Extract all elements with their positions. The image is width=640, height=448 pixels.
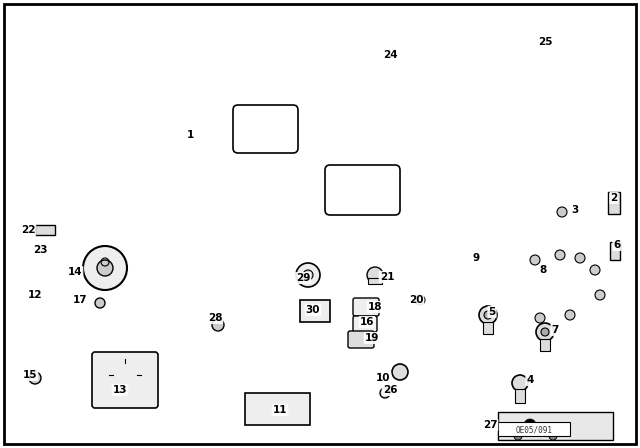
Circle shape	[97, 260, 113, 276]
Circle shape	[549, 432, 557, 440]
FancyBboxPatch shape	[325, 165, 400, 215]
Bar	[368, 278, 382, 284]
Polygon shape	[545, 192, 590, 230]
Circle shape	[484, 311, 492, 319]
Circle shape	[536, 323, 554, 341]
Text: 4: 4	[526, 375, 534, 385]
Circle shape	[83, 246, 127, 290]
Circle shape	[524, 419, 536, 431]
FancyBboxPatch shape	[353, 316, 377, 332]
Text: 11: 11	[273, 405, 287, 415]
Bar	[540, 339, 550, 351]
Text: 13: 13	[113, 385, 127, 395]
Bar	[35, 225, 55, 235]
Text: 8: 8	[540, 265, 547, 275]
Circle shape	[575, 253, 585, 263]
Text: 10: 10	[376, 373, 390, 383]
Text: 9: 9	[472, 253, 479, 263]
Text: 17: 17	[73, 295, 87, 305]
Circle shape	[392, 364, 408, 380]
Text: 23: 23	[33, 245, 47, 255]
Bar	[610, 242, 620, 260]
Text: 14: 14	[68, 267, 83, 277]
Text: 15: 15	[23, 370, 37, 380]
Polygon shape	[510, 235, 618, 340]
Text: 3: 3	[572, 205, 579, 215]
Polygon shape	[505, 418, 560, 436]
Circle shape	[380, 388, 390, 398]
Bar	[300, 300, 330, 322]
Text: 1: 1	[186, 130, 194, 140]
Text: 7: 7	[551, 325, 559, 335]
Bar	[245, 393, 310, 425]
Text: 19: 19	[365, 333, 379, 343]
Bar	[498, 422, 570, 436]
Circle shape	[535, 313, 545, 323]
Circle shape	[565, 310, 575, 320]
Circle shape	[557, 207, 567, 217]
Text: 5: 5	[488, 307, 495, 317]
Circle shape	[95, 298, 105, 308]
Circle shape	[212, 319, 224, 331]
Circle shape	[296, 263, 320, 287]
Bar	[515, 389, 525, 403]
Text: 25: 25	[538, 37, 552, 47]
Circle shape	[117, 367, 133, 383]
Circle shape	[555, 250, 565, 260]
FancyBboxPatch shape	[353, 298, 379, 316]
Polygon shape	[55, 38, 620, 420]
Circle shape	[415, 295, 425, 305]
Circle shape	[29, 372, 41, 384]
Circle shape	[367, 267, 383, 283]
FancyBboxPatch shape	[92, 352, 158, 408]
Text: 16: 16	[360, 317, 374, 327]
Text: 20: 20	[409, 295, 423, 305]
Bar	[498, 412, 613, 440]
Bar	[608, 192, 620, 214]
Circle shape	[479, 306, 497, 324]
FancyBboxPatch shape	[233, 105, 298, 153]
Circle shape	[595, 290, 605, 300]
Text: 28: 28	[208, 313, 222, 323]
Text: 12: 12	[28, 290, 42, 300]
Circle shape	[303, 270, 313, 280]
Text: 6: 6	[613, 240, 621, 250]
Text: OE05/091: OE05/091	[515, 426, 552, 435]
Text: 30: 30	[306, 305, 320, 315]
Text: 2: 2	[611, 193, 618, 203]
Circle shape	[514, 432, 522, 440]
Text: 21: 21	[380, 272, 394, 282]
Text: 29: 29	[296, 273, 310, 283]
FancyBboxPatch shape	[348, 331, 374, 348]
Text: 27: 27	[483, 420, 497, 430]
Circle shape	[512, 375, 528, 391]
Circle shape	[541, 328, 549, 336]
Text: 22: 22	[20, 225, 35, 235]
Bar	[483, 322, 493, 334]
Circle shape	[530, 255, 540, 265]
Circle shape	[107, 357, 143, 393]
Text: 26: 26	[383, 385, 397, 395]
Text: 24: 24	[383, 50, 397, 60]
Text: 18: 18	[368, 302, 382, 312]
Circle shape	[590, 265, 600, 275]
